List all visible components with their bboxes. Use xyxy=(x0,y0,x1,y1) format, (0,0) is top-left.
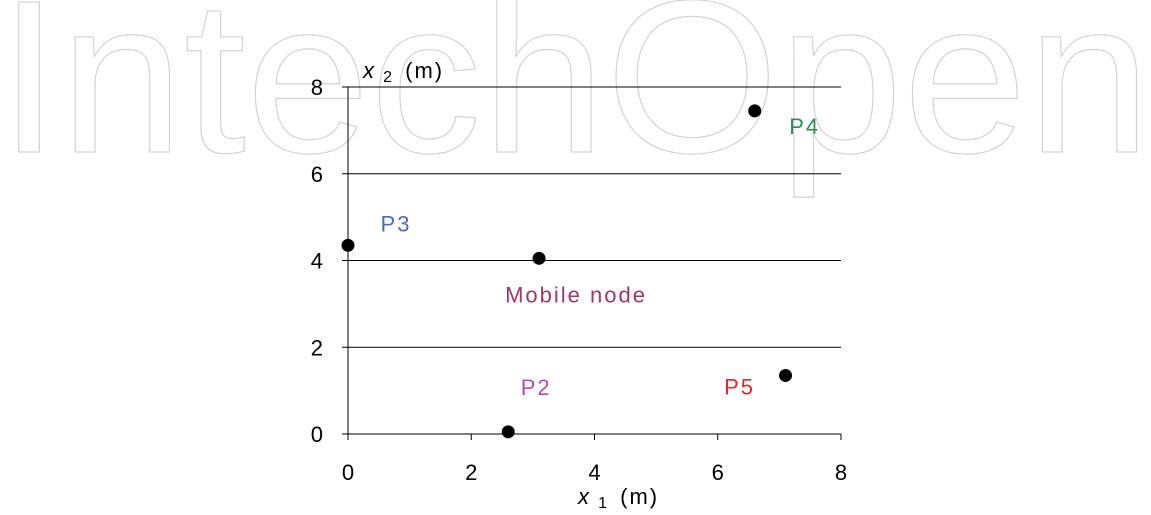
grid-layer xyxy=(348,86,841,348)
y-axis-title-var: x xyxy=(362,58,375,83)
point-p4 xyxy=(748,104,762,118)
x-tick-label-2: 2 xyxy=(465,460,477,485)
point-label-mobile-node: Mobile node xyxy=(505,282,647,307)
x-axis-title: x 1 (m) xyxy=(577,484,659,510)
point-layer xyxy=(341,104,793,439)
y-tick-label-8: 8 xyxy=(311,75,323,100)
tick-label-layer: 0 2 4 6 8 0 2 4 6 8 xyxy=(311,75,847,485)
axis-layer xyxy=(342,86,842,440)
x-tick-label-6: 6 xyxy=(712,460,724,485)
y-axis-title-unit: (m) xyxy=(405,58,444,83)
point-p5 xyxy=(779,368,793,382)
svg-text:IntechOpen: IntechOpen xyxy=(0,0,1151,199)
watermark-logo: IntechOpen xyxy=(0,0,1151,200)
y-axis-title-sub: 2 xyxy=(383,69,392,86)
point-mobile-node xyxy=(532,251,546,265)
point-label-p3: P3 xyxy=(381,211,412,236)
point-p3 xyxy=(341,238,355,252)
point-label-p5: P5 xyxy=(724,374,755,399)
x-axis-title-sub: 1 xyxy=(598,495,607,510)
x-tick-label-4: 4 xyxy=(588,460,600,485)
y-tick-label-4: 4 xyxy=(311,249,323,274)
point-label-p4: P4 xyxy=(789,114,820,139)
x-axis-title-unit: (m) xyxy=(620,484,659,509)
point-p2 xyxy=(501,425,515,439)
y-tick-label-6: 6 xyxy=(311,162,323,187)
y-tick-label-2: 2 xyxy=(311,335,323,360)
point-label-layer: P2 P3 P4 P5 Mobile node xyxy=(381,114,820,400)
y-axis-title: x 2 (m) xyxy=(362,58,444,87)
x-axis-title-var: x xyxy=(577,484,590,509)
x-tick-label-8: 8 xyxy=(835,460,847,485)
x-tick-label-0: 0 xyxy=(342,460,354,485)
y-tick-label-0: 0 xyxy=(311,422,323,447)
point-label-p2: P2 xyxy=(521,375,552,400)
